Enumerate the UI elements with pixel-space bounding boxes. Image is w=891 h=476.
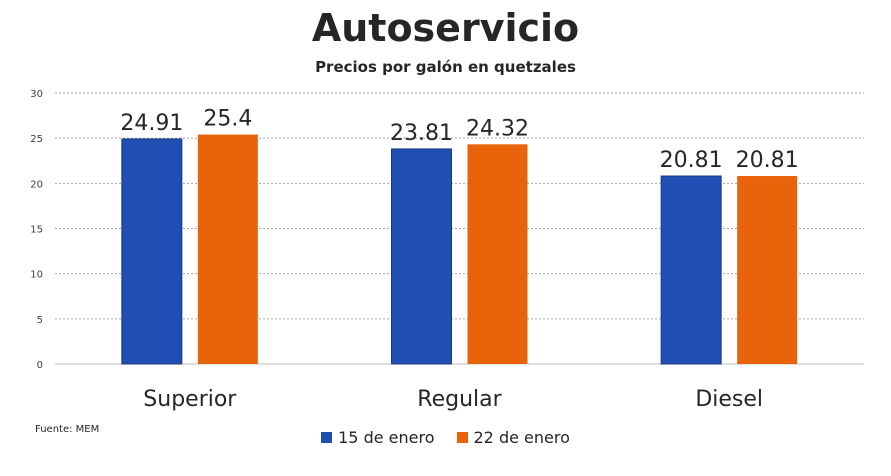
legend-label-series-2: 22 de enero — [473, 428, 570, 447]
data-label: 24.32 — [466, 116, 529, 141]
legend: 15 de enero 22 de enero — [0, 428, 891, 447]
bar-2-superior — [197, 134, 258, 364]
bar-1-diesel — [660, 175, 722, 365]
x-tick-label: Diesel — [695, 387, 763, 412]
legend-swatch-series-2 — [456, 432, 468, 443]
data-label: 24.91 — [120, 111, 183, 136]
y-tick-label: 25 — [30, 134, 43, 145]
y-tick-label: 5 — [37, 315, 43, 326]
bar-1-regular — [391, 148, 452, 365]
y-tick-label: 15 — [30, 225, 43, 236]
x-tick-label: Superior — [143, 387, 237, 412]
bar-2-diesel — [737, 176, 798, 364]
source-note: Fuente: MEM — [35, 424, 100, 435]
x-tick-label: Regular — [417, 387, 502, 412]
chart-title: Autoservicio — [311, 6, 580, 50]
data-label: 25.4 — [203, 107, 252, 132]
data-label: 20.81 — [736, 148, 799, 173]
y-tick-label: 30 — [30, 89, 43, 100]
data-label: 23.81 — [390, 121, 453, 146]
legend-swatch-series-1 — [321, 432, 333, 443]
legend-item-series-1: 15 de enero — [321, 428, 435, 447]
legend-item-series-2: 22 de enero — [456, 428, 570, 447]
bar-2-regular — [467, 144, 528, 364]
y-tick-label: 20 — [30, 179, 43, 190]
y-tick-label: 0 — [37, 360, 43, 371]
y-tick-label: 10 — [30, 270, 43, 281]
legend-label-series-1: 15 de enero — [338, 428, 435, 447]
data-label: 20.81 — [660, 148, 723, 173]
bar-1-superior — [121, 138, 183, 365]
chart-subtitle: Precios por galón en quetzales — [315, 58, 576, 76]
